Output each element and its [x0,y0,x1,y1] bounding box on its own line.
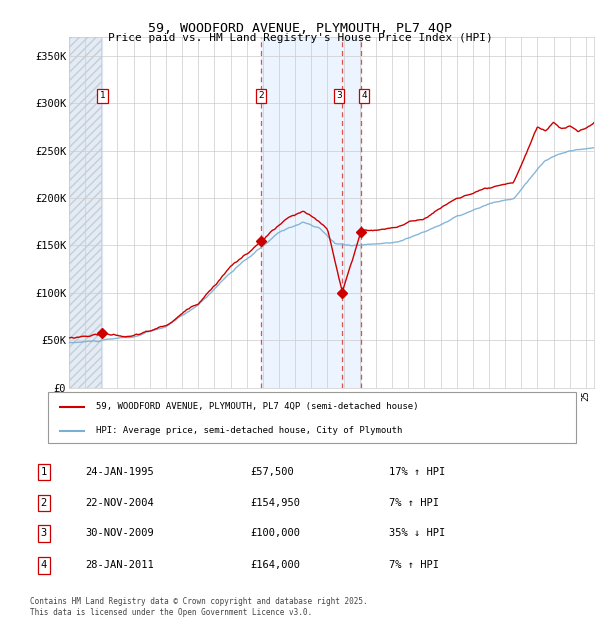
Text: £154,950: £154,950 [251,498,301,508]
Text: 2: 2 [41,498,47,508]
Text: 59, WOODFORD AVENUE, PLYMOUTH, PL7 4QP: 59, WOODFORD AVENUE, PLYMOUTH, PL7 4QP [148,22,452,35]
Text: Price paid vs. HM Land Registry's House Price Index (HPI): Price paid vs. HM Land Registry's House … [107,33,493,43]
Text: Contains HM Land Registry data © Crown copyright and database right 2025.
This d: Contains HM Land Registry data © Crown c… [30,598,368,617]
Bar [69,37,103,387]
Text: 1: 1 [41,467,47,477]
Text: £164,000: £164,000 [251,560,301,570]
Text: 30-NOV-2009: 30-NOV-2009 [85,528,154,539]
Text: £100,000: £100,000 [251,528,301,539]
Text: 3: 3 [41,528,47,539]
FancyBboxPatch shape [48,392,576,443]
Text: 2: 2 [259,91,264,100]
Text: 59, WOODFORD AVENUE, PLYMOUTH, PL7 4QP (semi-detached house): 59, WOODFORD AVENUE, PLYMOUTH, PL7 4QP (… [95,402,418,411]
Text: 4: 4 [361,91,367,100]
Text: 24-JAN-1995: 24-JAN-1995 [85,467,154,477]
Text: 22-NOV-2004: 22-NOV-2004 [85,498,154,508]
Text: 28-JAN-2011: 28-JAN-2011 [85,560,154,570]
Text: 17% ↑ HPI: 17% ↑ HPI [389,467,445,477]
Text: 4: 4 [41,560,47,570]
Text: 7% ↑ HPI: 7% ↑ HPI [389,498,439,508]
Text: 3: 3 [336,91,342,100]
Bar [69,37,103,387]
Text: £57,500: £57,500 [251,467,295,477]
Bar [261,37,361,387]
Text: 35% ↓ HPI: 35% ↓ HPI [389,528,445,539]
Text: HPI: Average price, semi-detached house, City of Plymouth: HPI: Average price, semi-detached house,… [95,426,402,435]
Text: 1: 1 [100,91,106,100]
Text: 7% ↑ HPI: 7% ↑ HPI [389,560,439,570]
